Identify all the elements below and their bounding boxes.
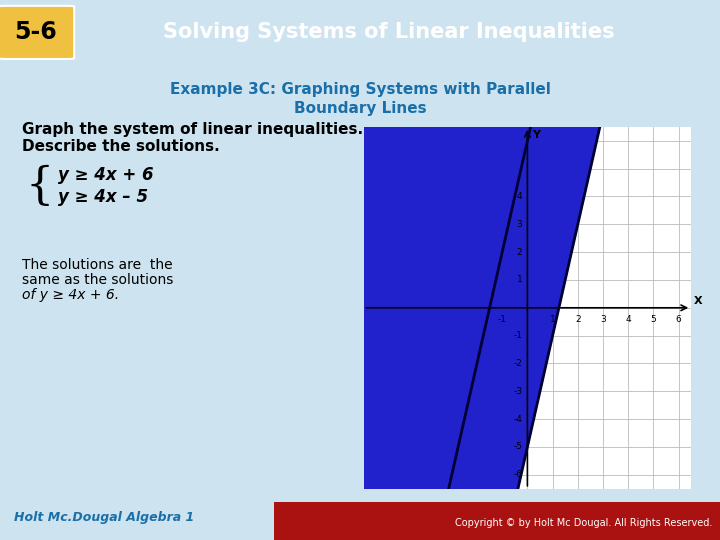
Text: y ≥ 4x + 6: y ≥ 4x + 6 [58, 166, 153, 185]
Text: -4: -4 [422, 315, 431, 324]
Text: The solutions are  the: The solutions are the [22, 258, 172, 272]
Text: 1: 1 [517, 275, 523, 285]
Text: 5-6: 5-6 [14, 21, 58, 44]
FancyBboxPatch shape [0, 6, 74, 59]
Text: Y: Y [532, 130, 541, 140]
Bar [274, 502, 720, 540]
Text: -1: -1 [498, 315, 507, 324]
Text: y ≥ 4x – 5: y ≥ 4x – 5 [58, 188, 148, 206]
Text: Holt Mc.Dougal Algebra 1: Holt Mc.Dougal Algebra 1 [14, 511, 194, 524]
Text: {: { [25, 165, 54, 208]
Text: 5: 5 [517, 164, 523, 173]
Text: 6: 6 [517, 136, 523, 145]
Text: Solving Systems of Linear Inequalities: Solving Systems of Linear Inequalities [163, 22, 615, 43]
Text: same as the solutions: same as the solutions [22, 273, 173, 287]
Text: 2: 2 [575, 315, 580, 324]
Text: 2: 2 [517, 248, 523, 256]
Text: 4: 4 [517, 192, 523, 201]
Text: Copyright © by Holt Mc Dougal. All Rights Reserved.: Copyright © by Holt Mc Dougal. All Right… [456, 518, 713, 528]
Text: -4: -4 [513, 415, 523, 423]
Text: of y ≥ 4x + 6.: of y ≥ 4x + 6. [22, 288, 119, 302]
Text: -3: -3 [447, 315, 456, 324]
Text: 1: 1 [550, 315, 555, 324]
Text: -6: -6 [513, 470, 523, 480]
Text: -3: -3 [513, 387, 523, 396]
Text: -1: -1 [513, 331, 523, 340]
Text: -5: -5 [397, 315, 406, 324]
Text: 5: 5 [651, 315, 656, 324]
Text: Example 3C: Graphing Systems with Parallel: Example 3C: Graphing Systems with Parall… [170, 82, 550, 97]
Text: X: X [693, 296, 702, 306]
Text: -5: -5 [513, 442, 523, 451]
Text: -2: -2 [513, 359, 523, 368]
Text: 3: 3 [600, 315, 606, 324]
Polygon shape [449, 127, 599, 489]
Text: -6: -6 [372, 315, 381, 324]
Polygon shape [364, 127, 531, 489]
Text: Describe the solutions.: Describe the solutions. [22, 139, 220, 154]
Text: 4: 4 [626, 315, 631, 324]
Text: 6: 6 [676, 315, 681, 324]
Polygon shape [364, 127, 531, 489]
Text: -2: -2 [472, 315, 482, 324]
Text: 3: 3 [517, 220, 523, 229]
Text: Graph the system of linear inequalities.: Graph the system of linear inequalities. [22, 122, 363, 137]
Text: Boundary Lines: Boundary Lines [294, 100, 426, 116]
